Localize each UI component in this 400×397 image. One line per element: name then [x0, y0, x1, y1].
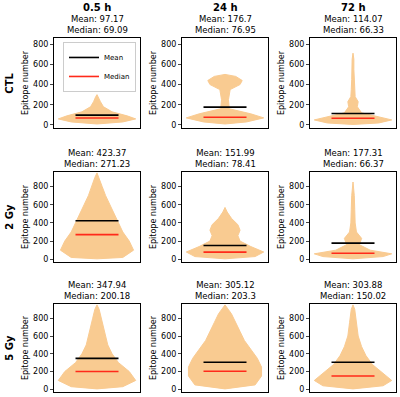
svg-text:0.5 h: 0.5 h [83, 2, 111, 13]
svg-text:0: 0 [299, 385, 304, 394]
svg-text:0: 0 [171, 255, 176, 264]
svg-text:Mean: 347.94Median: 200.18: Mean: 347.94Median: 200.18 [64, 280, 130, 301]
svg-text:0: 0 [171, 385, 176, 394]
svg-text:200: 200 [161, 237, 176, 246]
svg-text:400: 400 [33, 350, 48, 359]
svg-text:400: 400 [33, 219, 48, 228]
svg-text:2 Gy: 2 Gy [4, 204, 15, 230]
svg-text:CTL: CTL [4, 73, 15, 94]
svg-text:400: 400 [161, 350, 176, 359]
svg-text:Mean: Mean [104, 54, 123, 62]
svg-text:0: 0 [299, 255, 304, 264]
svg-text:72 h: 72 h [341, 2, 366, 13]
svg-text:800: 800 [289, 182, 304, 191]
svg-text:Epitope number: Epitope number [277, 184, 286, 249]
svg-text:24 h: 24 h [213, 2, 238, 13]
svg-text:Epitope number: Epitope number [277, 50, 286, 115]
svg-text:Mean: 423.37Median: 271.23: Mean: 423.37Median: 271.23 [64, 148, 130, 169]
svg-text:400: 400 [289, 80, 304, 89]
svg-text:Epitope number: Epitope number [21, 50, 30, 115]
svg-text:600: 600 [289, 201, 304, 210]
svg-text:Mean: 151.99Median: 78.41: Mean: 151.99Median: 78.41 [195, 148, 256, 169]
svg-text:Mean: 176.7Median: 76.95: Mean: 176.7Median: 76.95 [195, 14, 256, 35]
svg-text:800: 800 [289, 314, 304, 323]
svg-text:0: 0 [43, 121, 48, 130]
svg-text:Mean: 97.17Median: 69.09: Mean: 97.17Median: 69.09 [67, 14, 128, 35]
svg-text:400: 400 [161, 80, 176, 89]
svg-text:Epitope number: Epitope number [21, 184, 30, 249]
svg-text:Mean: 177.31Median: 66.37: Mean: 177.31Median: 66.37 [323, 148, 384, 169]
svg-text:200: 200 [33, 101, 48, 110]
svg-text:0: 0 [171, 121, 176, 130]
svg-text:600: 600 [161, 332, 176, 341]
svg-text:200: 200 [289, 367, 304, 376]
svg-text:600: 600 [289, 332, 304, 341]
svg-text:Mean: 114.07Median: 66.33: Mean: 114.07Median: 66.33 [323, 14, 384, 35]
svg-text:600: 600 [161, 60, 176, 69]
svg-text:Median: Median [104, 73, 129, 81]
svg-text:Epitope number: Epitope number [149, 50, 158, 115]
svg-text:400: 400 [33, 80, 48, 89]
svg-text:400: 400 [289, 350, 304, 359]
svg-text:0: 0 [43, 255, 48, 264]
svg-text:200: 200 [33, 367, 48, 376]
svg-text:600: 600 [33, 201, 48, 210]
svg-text:200: 200 [161, 367, 176, 376]
svg-text:600: 600 [161, 201, 176, 210]
svg-text:600: 600 [33, 60, 48, 69]
svg-text:200: 200 [161, 101, 176, 110]
svg-text:800: 800 [289, 40, 304, 49]
svg-text:800: 800 [161, 182, 176, 191]
svg-text:Epitope number: Epitope number [149, 315, 158, 380]
svg-text:800: 800 [33, 314, 48, 323]
svg-text:200: 200 [289, 101, 304, 110]
svg-text:600: 600 [33, 332, 48, 341]
svg-text:Epitope number: Epitope number [149, 184, 158, 249]
svg-text:200: 200 [289, 237, 304, 246]
svg-text:600: 600 [289, 60, 304, 69]
svg-text:Mean: 303.88Median: 150.02: Mean: 303.88Median: 150.02 [320, 280, 386, 301]
svg-text:800: 800 [161, 314, 176, 323]
svg-text:400: 400 [161, 219, 176, 228]
svg-text:200: 200 [33, 237, 48, 246]
svg-text:0: 0 [299, 121, 304, 130]
svg-text:400: 400 [289, 219, 304, 228]
svg-text:5 Gy: 5 Gy [4, 335, 15, 361]
svg-text:Mean: 305.12Median: 203.3: Mean: 305.12Median: 203.3 [195, 280, 256, 301]
svg-text:800: 800 [33, 40, 48, 49]
svg-text:800: 800 [161, 40, 176, 49]
svg-text:Epitope number: Epitope number [277, 315, 286, 380]
svg-text:Epitope number: Epitope number [21, 315, 30, 380]
svg-text:800: 800 [33, 182, 48, 191]
svg-text:0: 0 [43, 385, 48, 394]
